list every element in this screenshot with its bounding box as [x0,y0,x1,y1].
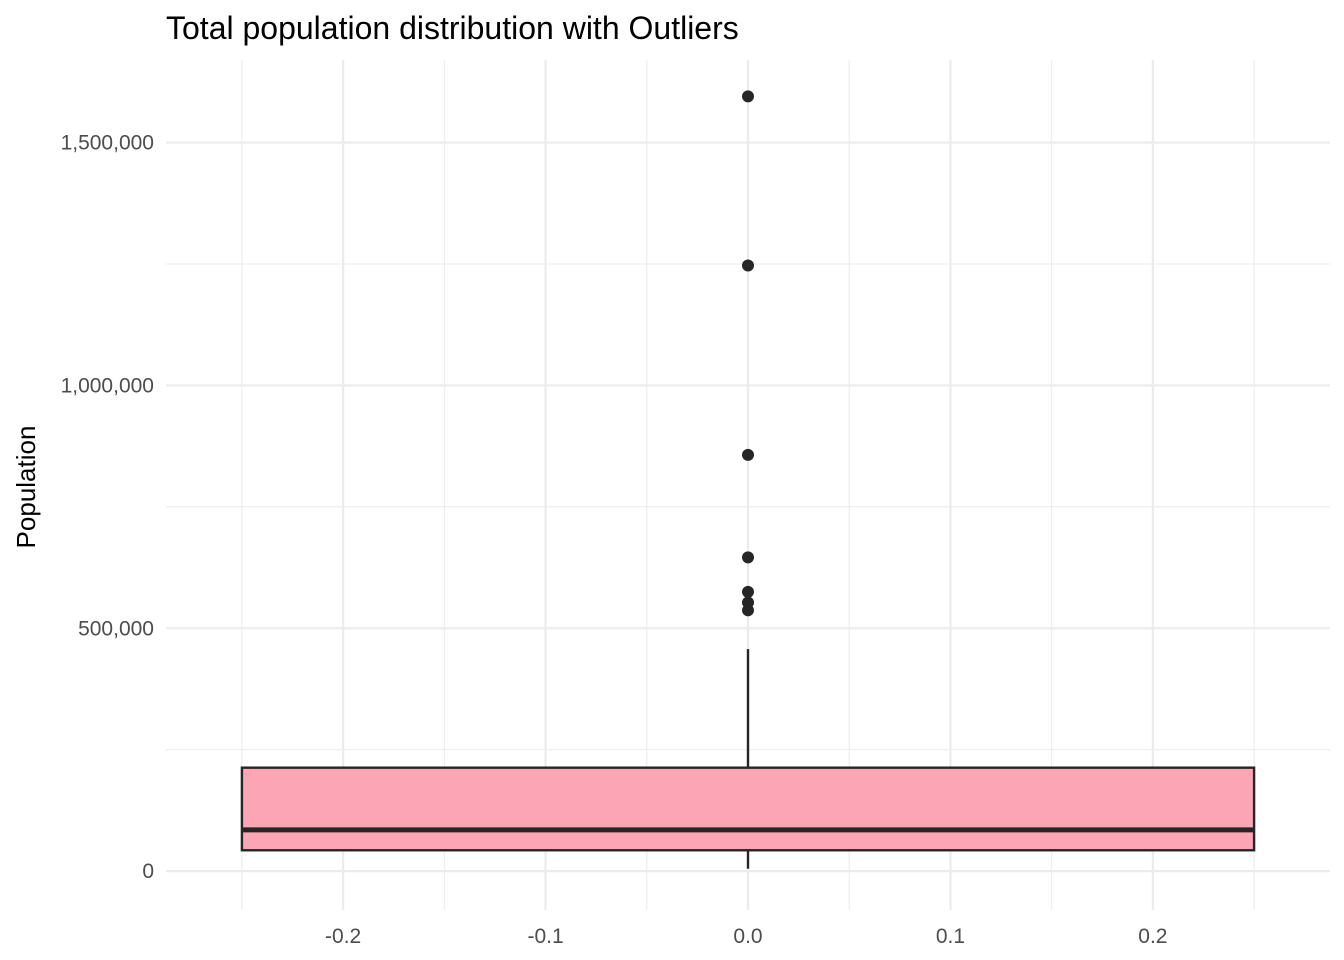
tick-layer: -0.2 -0.1 0.0 0.1 0.2 0 500,000 1,000,000 1,500,… [61,132,1168,948]
x-tick-label: -0.1 [527,925,563,948]
x-tick-label: 0.2 [1138,925,1167,948]
chart-title: Total population distribution with Outli… [166,10,739,46]
y-tick-label: 1,000,000 [61,374,154,397]
outlier-point [742,90,754,103]
outlier-point [742,551,754,564]
outlier-point [742,585,754,598]
outlier-point [742,259,754,272]
x-tick-label: 0.1 [936,925,965,948]
y-axis-label: Population [11,426,41,549]
y-tick-label: 0 [142,860,154,883]
x-tick-label: -0.2 [325,925,361,948]
x-tick-label: 0.0 [733,925,762,948]
outlier-point [742,604,754,617]
iqr-box [240,766,1256,852]
y-tick-label: 1,500,000 [61,132,154,155]
box-layer [240,649,1256,869]
outlier-point [742,448,754,461]
y-tick-label: 500,000 [78,617,154,640]
outlier-layer [742,90,754,617]
